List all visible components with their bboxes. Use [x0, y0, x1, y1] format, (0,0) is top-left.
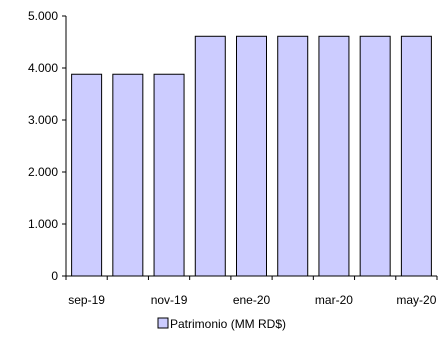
- bar: [277, 35, 309, 277]
- legend: Patrimonio (MM RD$): [157, 317, 286, 331]
- y-tick-label: 4.000: [28, 61, 58, 75]
- x-tick-label: mar-20: [315, 293, 353, 307]
- legend-label: Patrimonio (MM RD$): [170, 317, 286, 331]
- bar: [236, 35, 267, 277]
- bar: [112, 73, 144, 277]
- bar: [400, 35, 432, 277]
- x-tick-label: nov-19: [151, 293, 188, 307]
- x-axis: sep-19 nov-19 ene-20 mar-20 may-20: [65, 275, 438, 307]
- y-axis: 0 1.000 2.000 3.000 4.000 5.000: [28, 9, 67, 283]
- x-tick-label: ene-20: [233, 293, 271, 307]
- y-tick-label: 3.000: [28, 113, 58, 127]
- bar: [71, 73, 103, 277]
- y-tick-label: 5.000: [28, 9, 58, 23]
- bar: [359, 35, 391, 277]
- bar: [318, 35, 350, 277]
- x-tick-label: sep-19: [68, 293, 105, 307]
- y-tick-label: 2.000: [28, 165, 58, 179]
- legend-swatch: [157, 317, 169, 329]
- bar: [194, 35, 226, 277]
- bars: [71, 35, 432, 277]
- bar: [153, 73, 185, 277]
- x-tick-label: may-20: [396, 293, 436, 307]
- y-tick-label: 1.000: [28, 217, 58, 231]
- y-tick-label: 0: [51, 269, 58, 283]
